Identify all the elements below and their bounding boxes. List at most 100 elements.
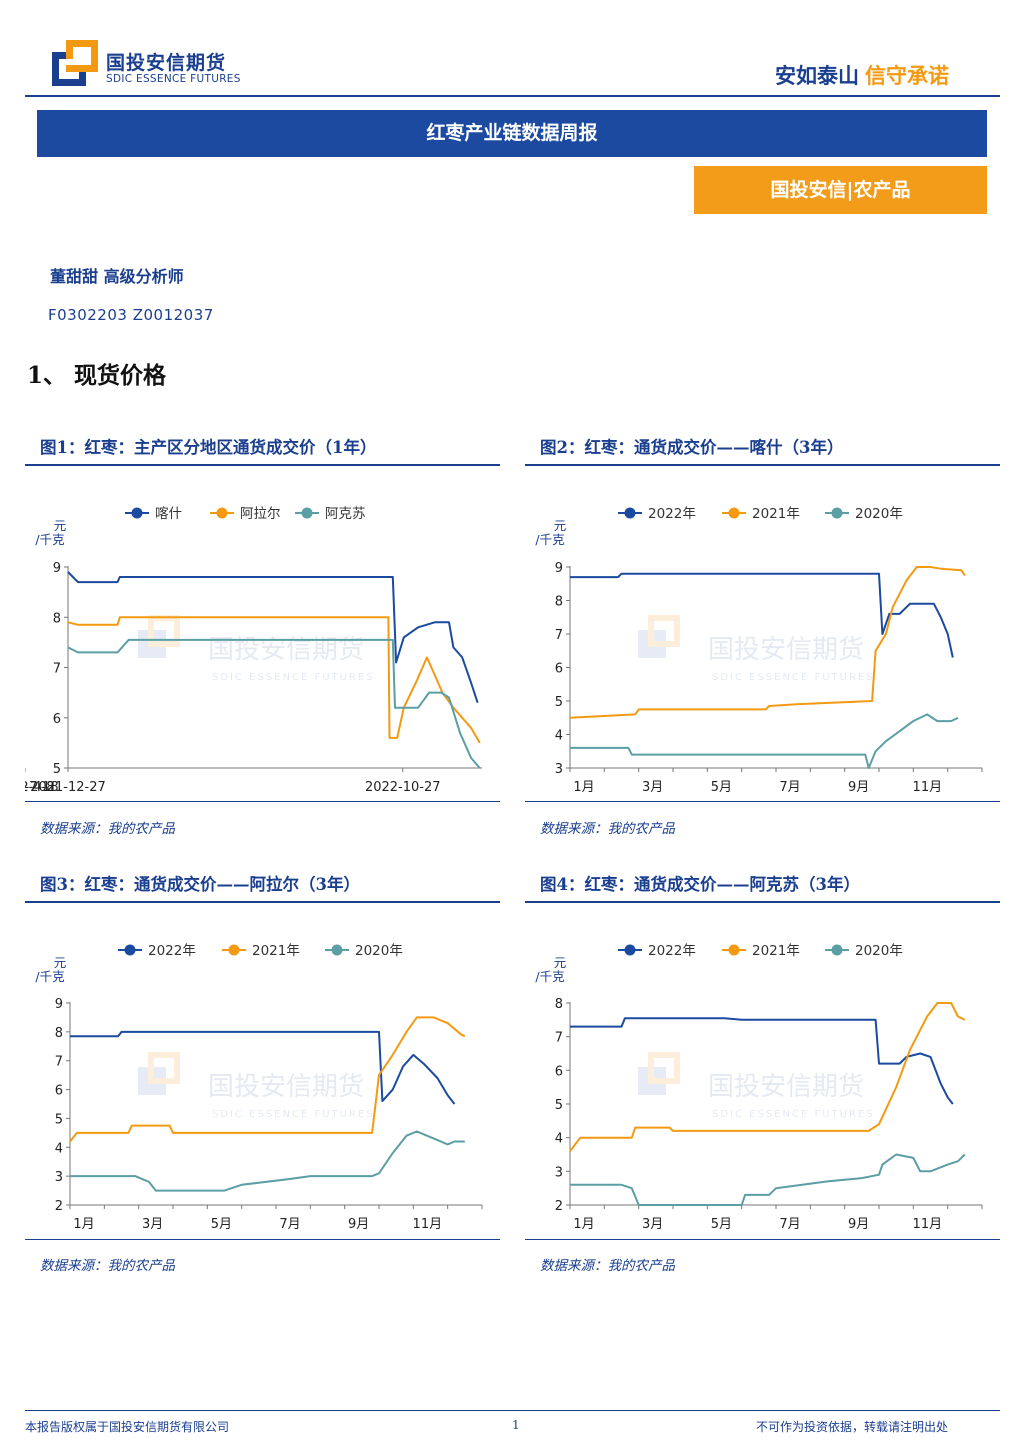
chart-1-xtick-label: 2022-7-18 (25, 780, 59, 795)
brand-name-cn: 国投安信期货 (106, 52, 227, 74)
chart-4-legend-label-1: 2022年 (648, 943, 696, 959)
chart-2-ytick-label: 5 (555, 695, 563, 710)
chart-2-series-2-line (569, 566, 966, 719)
chart-3-ytick-label: 8 (55, 1026, 63, 1041)
chart-1-ytick-label: 7 (53, 662, 61, 677)
chart-2-xtick-label: 1月 (573, 780, 594, 795)
chart-2-title: 图2：红枣：通货成交价——喀什（3年） (540, 438, 844, 457)
chart-4-legend-label-2: 2021年 (752, 943, 800, 959)
chart-3-ytick-label: 9 (55, 997, 63, 1012)
chart-3-series-2-line (69, 1016, 466, 1143)
chart-2-legend-marker-1 (624, 507, 636, 519)
chart-1-ytick-label: 8 (53, 611, 61, 626)
chart-2-legend-marker-3 (831, 507, 843, 519)
author-cert: F0302203 Z0012037 (48, 306, 214, 324)
chart-2-ytick-label: 4 (555, 729, 563, 744)
chart-3-legend-label-2: 2021年 (252, 943, 300, 959)
brand-name-en: SDIC ESSENCE FUTURES (106, 73, 241, 85)
chart-4-xtick-label: 5月 (711, 1217, 732, 1232)
chart-1-ytick-label: 6 (53, 712, 61, 727)
chart-1-legend-label-2: 阿拉尔 (240, 506, 281, 522)
chart-1-legend-label-1: 喀什 (155, 506, 182, 522)
chart-1-legend-1: 喀什 (125, 506, 182, 522)
chart-4-legend-marker-3 (831, 944, 843, 956)
chart-4-watermark: 国投安信期货 SDIC ESSENCE FUTURES (638, 1052, 873, 1120)
chart-2-xtick-label: 3月 (642, 780, 663, 795)
chart-2-legend-label-2: 2021年 (752, 506, 800, 522)
header-rule (25, 95, 1000, 97)
chart-3-legend-2: 2021年 (222, 943, 300, 959)
chart-3-xtick-label: 3月 (142, 1217, 163, 1232)
chart-2-ytick-label: 8 (555, 595, 563, 610)
chart-2-top-rule (525, 464, 1000, 466)
chart-1-watermark-mark-a (138, 630, 166, 658)
section-title: 1、 现货价格 (27, 362, 167, 389)
category-tag: 国投安信|农产品 (694, 166, 987, 214)
chart-3-ytick-label: 4 (55, 1141, 63, 1156)
footer-copyright: 本报告版权属于国投安信期货有限公司 (25, 1420, 230, 1434)
chart-1-legend-3: 阿克苏 (295, 506, 366, 522)
chart-2-legend-label-3: 2020年 (855, 506, 903, 522)
chart-3-ytick-label: 2 (55, 1199, 63, 1214)
chart-2-watermark-mark-b (648, 615, 680, 647)
chart-2-ytick-label: 9 (555, 561, 563, 576)
chart-3-legend-1: 2022年 (118, 943, 196, 959)
chart-1-series-2-line (67, 616, 481, 744)
chart-4-xtick-label: 7月 (779, 1217, 800, 1232)
chart-3-xtick-label: 11月 (413, 1217, 443, 1232)
chart-1-xtick-label: 2022-10-27 (365, 780, 441, 795)
chart-2-legend-label-1: 2022年 (648, 506, 696, 522)
chart-4-title: 图4：红枣：通货成交价——阿克苏（3年） (540, 875, 860, 894)
chart-4-ytick-label: 4 (555, 1132, 563, 1147)
chart-3-ytick-label: 7 (55, 1055, 63, 1070)
chart-4-legend-marker-2 (728, 944, 740, 956)
chart-3-ytick-label: 6 (55, 1084, 63, 1099)
chart-1-legend-2: 阿拉尔 (210, 506, 281, 522)
chart-1-unit-label-2: /千克 (35, 532, 64, 547)
chart-1-xtick-label: 2021-12-27 (30, 780, 106, 795)
chart-2-xtick-label: 5月 (711, 780, 732, 795)
chart-2-unit-label: 元 (554, 518, 567, 533)
chart-4-series-3-line (570, 1153, 966, 1206)
chart-2-series-3-line (570, 713, 959, 769)
chart-2-ytick-label: 6 (555, 662, 563, 677)
chart-3-series-3-line (70, 1130, 465, 1192)
chart-2-xtick-label: 9月 (848, 780, 869, 795)
chart-4-xtick-label: 3月 (642, 1217, 663, 1232)
chart-3-series-1-line (70, 1030, 456, 1105)
chart-1-bottom-rule (25, 801, 500, 802)
chart-2-series-1-line (570, 572, 954, 658)
chart-3-watermark-mark-a (138, 1067, 166, 1095)
author-name: 董甜甜 高级分析师 (50, 267, 184, 286)
chart-1-legend-label-3: 阿克苏 (325, 506, 366, 522)
chart-1-unit-label: 元 (54, 518, 67, 533)
chart-4-legend-1: 2022年 (618, 943, 696, 959)
chart-4-legend-label-3: 2020年 (855, 943, 903, 959)
chart-3-ytick-label: 5 (55, 1112, 63, 1127)
report-title: 红枣产业链数据周报 (37, 110, 987, 157)
chart-4-series-2-line (569, 1002, 966, 1152)
chart-4: 国投安信期货 SDIC ESSENCE FUTURES 元/千克 2022年 2021年… (535, 943, 983, 1232)
chart-1-watermark-subtext: SDIC ESSENCE FUTURES (212, 672, 375, 683)
chart-3-title: 图3：红枣：通货成交价——阿拉尔（3年） (40, 875, 360, 894)
chart-1-ytick-label: 9 (53, 561, 61, 576)
chart-3-source: 数据来源：我的农产品 (40, 1258, 175, 1274)
chart-1-legend-marker-3 (301, 507, 313, 519)
chart-3-legend-3: 2020年 (325, 943, 403, 959)
chart-1-legend-marker-2 (216, 507, 228, 519)
company-logo (52, 40, 98, 86)
footer-rule (25, 1410, 1000, 1411)
chart-3-xtick-label: 7月 (279, 1217, 300, 1232)
slogan-part-a: 安如泰山 (775, 63, 859, 88)
chart-2-ytick-label: 3 (555, 762, 563, 777)
chart-3-bottom-rule (25, 1239, 500, 1240)
chart-2-unit-label-2: /千克 (535, 532, 564, 547)
chart-2-ytick-label: 7 (555, 628, 563, 643)
chart-4-ytick-label: 3 (555, 1165, 563, 1180)
chart-3: 国投安信期货 SDIC ESSENCE FUTURES 元/千克 2022年 2021年… (35, 943, 483, 1232)
chart-1-top-rule (25, 464, 500, 466)
chart-3-ytick-label: 3 (55, 1170, 63, 1185)
chart-3-watermark-mark-b (148, 1052, 180, 1084)
chart-1-title: 图1：红枣：主产区分地区通货成交价（1年） (40, 438, 377, 457)
